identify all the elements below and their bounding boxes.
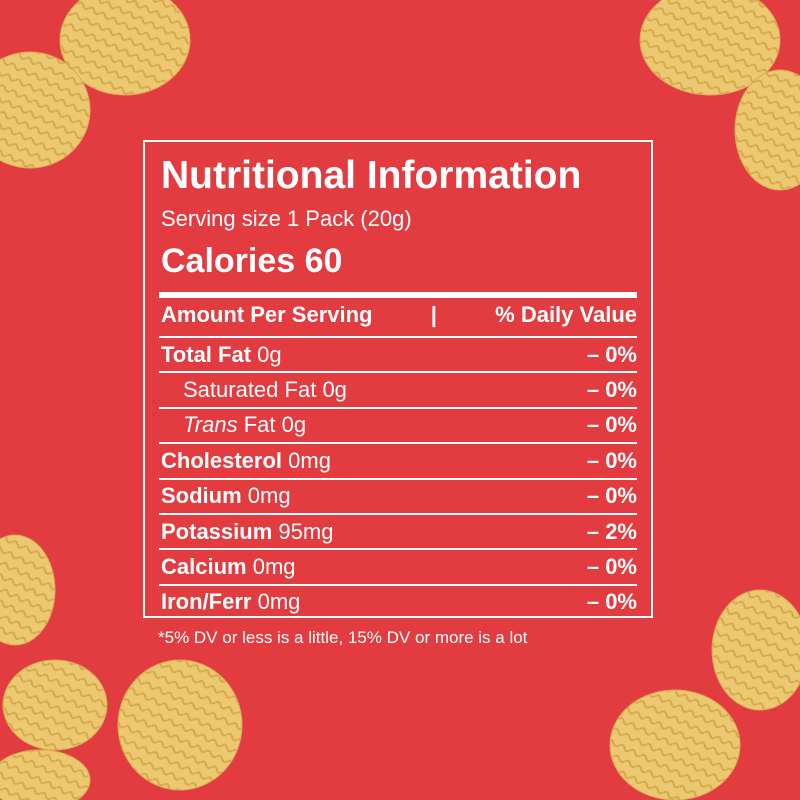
- nutrient: Potassium: [161, 518, 273, 544]
- divider: [159, 292, 637, 298]
- daily-value: – 0%: [586, 589, 637, 615]
- row: Trans Fat 0g – 0%: [159, 406, 637, 442]
- nutrition-label: Nutritional Information Serving size 1 P…: [143, 140, 653, 618]
- rows: Total Fat 0g – 0% Saturated Fat 0g – 0% Tr…: [159, 336, 637, 619]
- serving-size: Serving size 1 Pack (20g): [161, 206, 412, 231]
- row: Calcium 0mg – 0%: [159, 548, 637, 583]
- daily-value: – 2%: [586, 518, 637, 544]
- nutrient: Saturated Fat: [183, 377, 317, 403]
- nutrient: Calcium: [161, 554, 247, 580]
- amount: 0g: [322, 377, 347, 403]
- row: Total Fat 0g – 0%: [159, 336, 637, 371]
- nutrient: Total Fat: [161, 341, 252, 367]
- table-header: Amount Per Serving | % Daily Value: [161, 302, 637, 328]
- daily-value: – 0%: [586, 483, 637, 509]
- amount: 0mg: [252, 554, 296, 580]
- nutrient: Iron/Ferr: [161, 589, 252, 615]
- row: Iron/Ferr 0mg – 0%: [159, 583, 637, 619]
- amount: 0mg: [247, 483, 291, 509]
- nutrient-italic: Trans: [183, 412, 238, 438]
- row: Potassium 95mg – 2%: [159, 512, 637, 548]
- nutrient: Fat: [243, 412, 276, 438]
- amount: 0g: [281, 412, 307, 438]
- amount: 95mg: [278, 518, 334, 544]
- daily-value: – 0%: [586, 341, 637, 367]
- calories: Calories 60: [161, 242, 342, 281]
- row: Sodium 0mg – 0%: [159, 477, 637, 513]
- amount: 0mg: [257, 589, 301, 615]
- row: Saturated Fat 0g – 0%: [159, 371, 637, 406]
- calories-label: Calories: [161, 242, 296, 280]
- nutrient: Cholesterol: [161, 447, 283, 473]
- title: Nutritional Information: [161, 154, 582, 197]
- footnote: *5% DV or less is a little, 15% DV or mo…: [158, 628, 528, 647]
- row: Cholesterol 0mg – 0%: [159, 442, 637, 477]
- nutrient: Sodium: [161, 483, 242, 509]
- calories-value: 60: [304, 242, 343, 280]
- daily-value: – 0%: [586, 412, 637, 438]
- amount: 0mg: [288, 447, 331, 473]
- header-right: % Daily Value: [495, 302, 637, 327]
- daily-value: – 0%: [586, 554, 637, 580]
- header-left: Amount Per Serving: [161, 302, 373, 327]
- amount: 0g: [257, 341, 282, 367]
- daily-value: – 0%: [586, 447, 637, 473]
- header-separator: |: [430, 302, 437, 327]
- daily-value: – 0%: [586, 377, 637, 403]
